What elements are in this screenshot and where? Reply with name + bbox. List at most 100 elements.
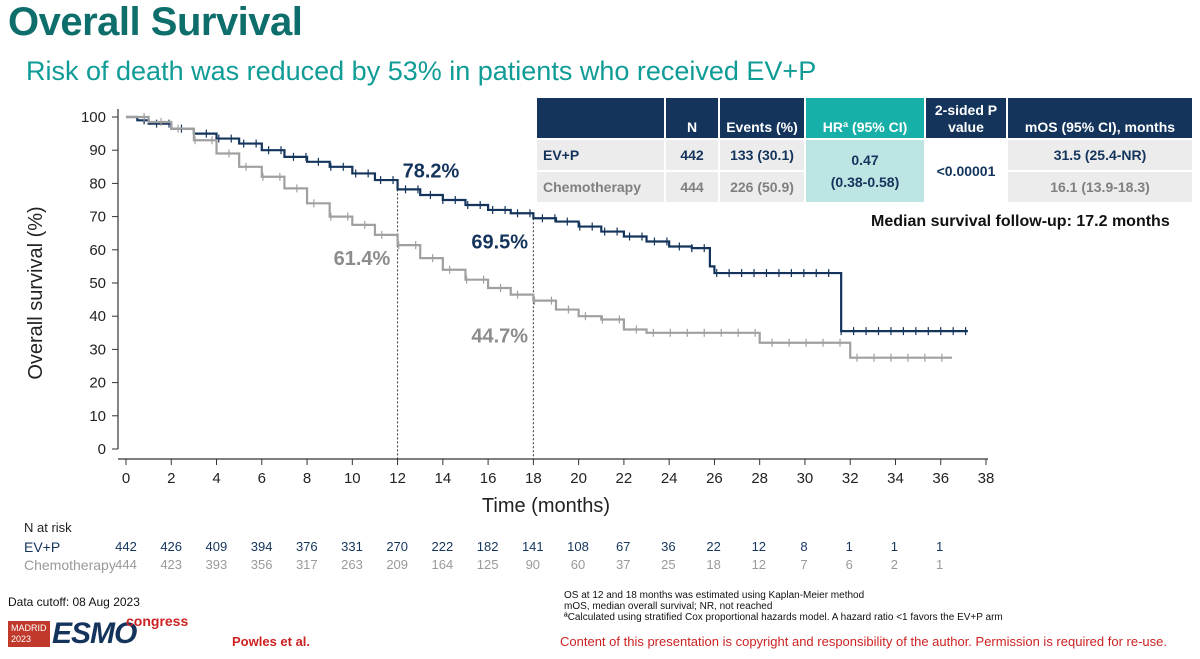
- y-tick-label: 0: [98, 441, 106, 458]
- table-header-n: N: [666, 98, 718, 138]
- logo-year: 2023: [11, 634, 32, 644]
- at-risk-value: 36: [661, 539, 676, 554]
- x-tick-label: 8: [303, 470, 311, 487]
- y-tick-label: 60: [89, 242, 106, 259]
- at-risk-value: 60: [570, 557, 586, 572]
- page-title: Overall Survival: [8, 0, 303, 44]
- at-risk-header: N at risk: [24, 520, 72, 535]
- table-header-events: Events (%): [720, 98, 804, 138]
- x-tick-label: 20: [570, 470, 587, 487]
- table-header-mos: mOS (95% CI), months: [1008, 98, 1192, 138]
- at-risk-value: 1: [935, 539, 944, 554]
- table-cell-hr: 0.47 (0.38-0.58): [806, 140, 924, 202]
- logo-city-badge: MADRID 2023: [8, 621, 50, 647]
- at-risk-value: 423: [160, 557, 183, 572]
- table-cell-mos: 31.5 (25.4-NR): [1008, 140, 1192, 170]
- x-tick-label: 36: [932, 470, 949, 487]
- at-risk-value: 331: [341, 539, 363, 554]
- x-tick-label: 22: [616, 470, 633, 487]
- data-cutoff: Data cutoff: 08 Aug 2023: [8, 595, 140, 609]
- y-tick-label: 50: [89, 275, 106, 292]
- at-risk-label: Chemotherapy: [24, 557, 116, 573]
- table-header-p: 2-sided P value: [926, 98, 1006, 138]
- km-line-chemotherapy: [126, 115, 953, 359]
- x-tick-label: 32: [842, 470, 859, 487]
- at-risk-value: 67: [615, 539, 631, 554]
- at-risk-value: 12: [751, 557, 767, 572]
- y-tick-label: 80: [89, 175, 106, 192]
- footnote-line: mOS, median overall survival; NR, not re…: [564, 601, 773, 612]
- annotation-label: 78.2%: [403, 160, 460, 182]
- table-header-row: N Events (%) HRª (95% CI) 2-sided P valu…: [537, 98, 1192, 138]
- x-tick-label: 16: [480, 470, 497, 487]
- table-cell-events: 226 (50.9): [720, 172, 804, 202]
- annotation-label: 69.5%: [471, 231, 528, 253]
- x-tick-label: 4: [212, 470, 220, 487]
- x-tick-label: 34: [887, 470, 904, 487]
- x-tick-label: 28: [751, 470, 768, 487]
- page-subtitle: Risk of death was reduced by 53% in pati…: [26, 56, 817, 86]
- at-risk-value: 22: [706, 539, 721, 554]
- table-row: EV+P 442 133 (30.1) 0.47 (0.38-0.58) <0.…: [537, 140, 1192, 202]
- hr-value: 0.47: [851, 152, 879, 168]
- y-tick-label: 100: [81, 109, 106, 126]
- table-cell-events: 133 (30.1): [720, 140, 804, 170]
- logo-city: MADRID: [11, 623, 47, 633]
- at-risk-value: 25: [661, 557, 676, 572]
- annotation-label: 61.4%: [334, 248, 391, 270]
- at-risk-value: 6: [845, 557, 853, 572]
- at-risk-value: 141: [521, 539, 544, 554]
- at-risk-value: 393: [205, 557, 228, 572]
- at-risk-value: 7: [800, 557, 808, 572]
- logo-suffix: congress: [126, 613, 189, 629]
- x-tick-label: 38: [978, 470, 995, 487]
- at-risk-label: EV+P: [24, 539, 61, 555]
- at-risk-value: 444: [115, 557, 137, 572]
- x-tick-label: 18: [525, 470, 542, 487]
- at-risk-value: 125: [476, 557, 499, 572]
- copyright-notice: Content of this presentation is copyrigh…: [560, 634, 1167, 649]
- at-risk-value: 356: [250, 557, 273, 572]
- table-cell-arm: EV+P: [537, 140, 664, 170]
- at-risk-value: 8: [800, 539, 808, 554]
- y-tick-label: 30: [89, 341, 106, 358]
- at-risk-value: 426: [160, 539, 183, 554]
- at-risk-value: 1: [845, 539, 853, 554]
- x-tick-label: 26: [706, 470, 723, 487]
- x-tick-label: 2: [167, 470, 175, 487]
- y-tick-label: 90: [89, 142, 106, 159]
- table-header-arm: [537, 98, 664, 138]
- at-risk-value: 1: [890, 539, 898, 554]
- at-risk-value: 209: [386, 557, 409, 572]
- at-risk-value: 2: [890, 557, 898, 572]
- table-cell-n: 444: [666, 172, 718, 202]
- table-cell-mos: 16.1 (13.9-18.3): [1008, 172, 1192, 202]
- logo-brand: ESMO: [52, 617, 137, 650]
- at-risk-value: 12: [751, 539, 767, 554]
- footnotes: OS at 12 and 18 months was estimated usi…: [564, 590, 1003, 623]
- x-tick-label: 12: [389, 470, 406, 487]
- footnote-line: ªCalculated using stratified Cox proport…: [564, 612, 1003, 623]
- table-cell-arm: Chemotherapy: [537, 172, 664, 202]
- y-tick-label: 70: [89, 209, 106, 226]
- x-tick-label: 14: [434, 470, 451, 487]
- at-risk-value: 18: [706, 557, 721, 572]
- at-risk-value: 394: [250, 539, 273, 554]
- table-cell-n: 442: [666, 140, 718, 170]
- y-tick-label: 40: [89, 308, 106, 325]
- hr-ci: (0.38-0.58): [830, 174, 900, 190]
- at-risk-value: 409: [205, 539, 228, 554]
- x-tick-label: 24: [661, 470, 678, 487]
- at-risk-value: 90: [525, 557, 541, 572]
- x-tick-label: 30: [797, 470, 814, 487]
- x-tick-label: 10: [344, 470, 361, 487]
- at-risk-value: 263: [341, 557, 363, 572]
- at-risk-value: 37: [615, 557, 631, 572]
- at-risk-value: 108: [567, 539, 589, 554]
- annotation-label: 44.7%: [471, 326, 528, 348]
- summary-table: N Events (%) HRª (95% CI) 2-sided P valu…: [535, 96, 1194, 204]
- at-risk-value: 164: [431, 557, 454, 572]
- esmo-logo: MADRID 2023 ESMO congress: [8, 613, 188, 655]
- at-risk-value: 442: [115, 539, 137, 554]
- y-tick-label: 20: [89, 375, 106, 392]
